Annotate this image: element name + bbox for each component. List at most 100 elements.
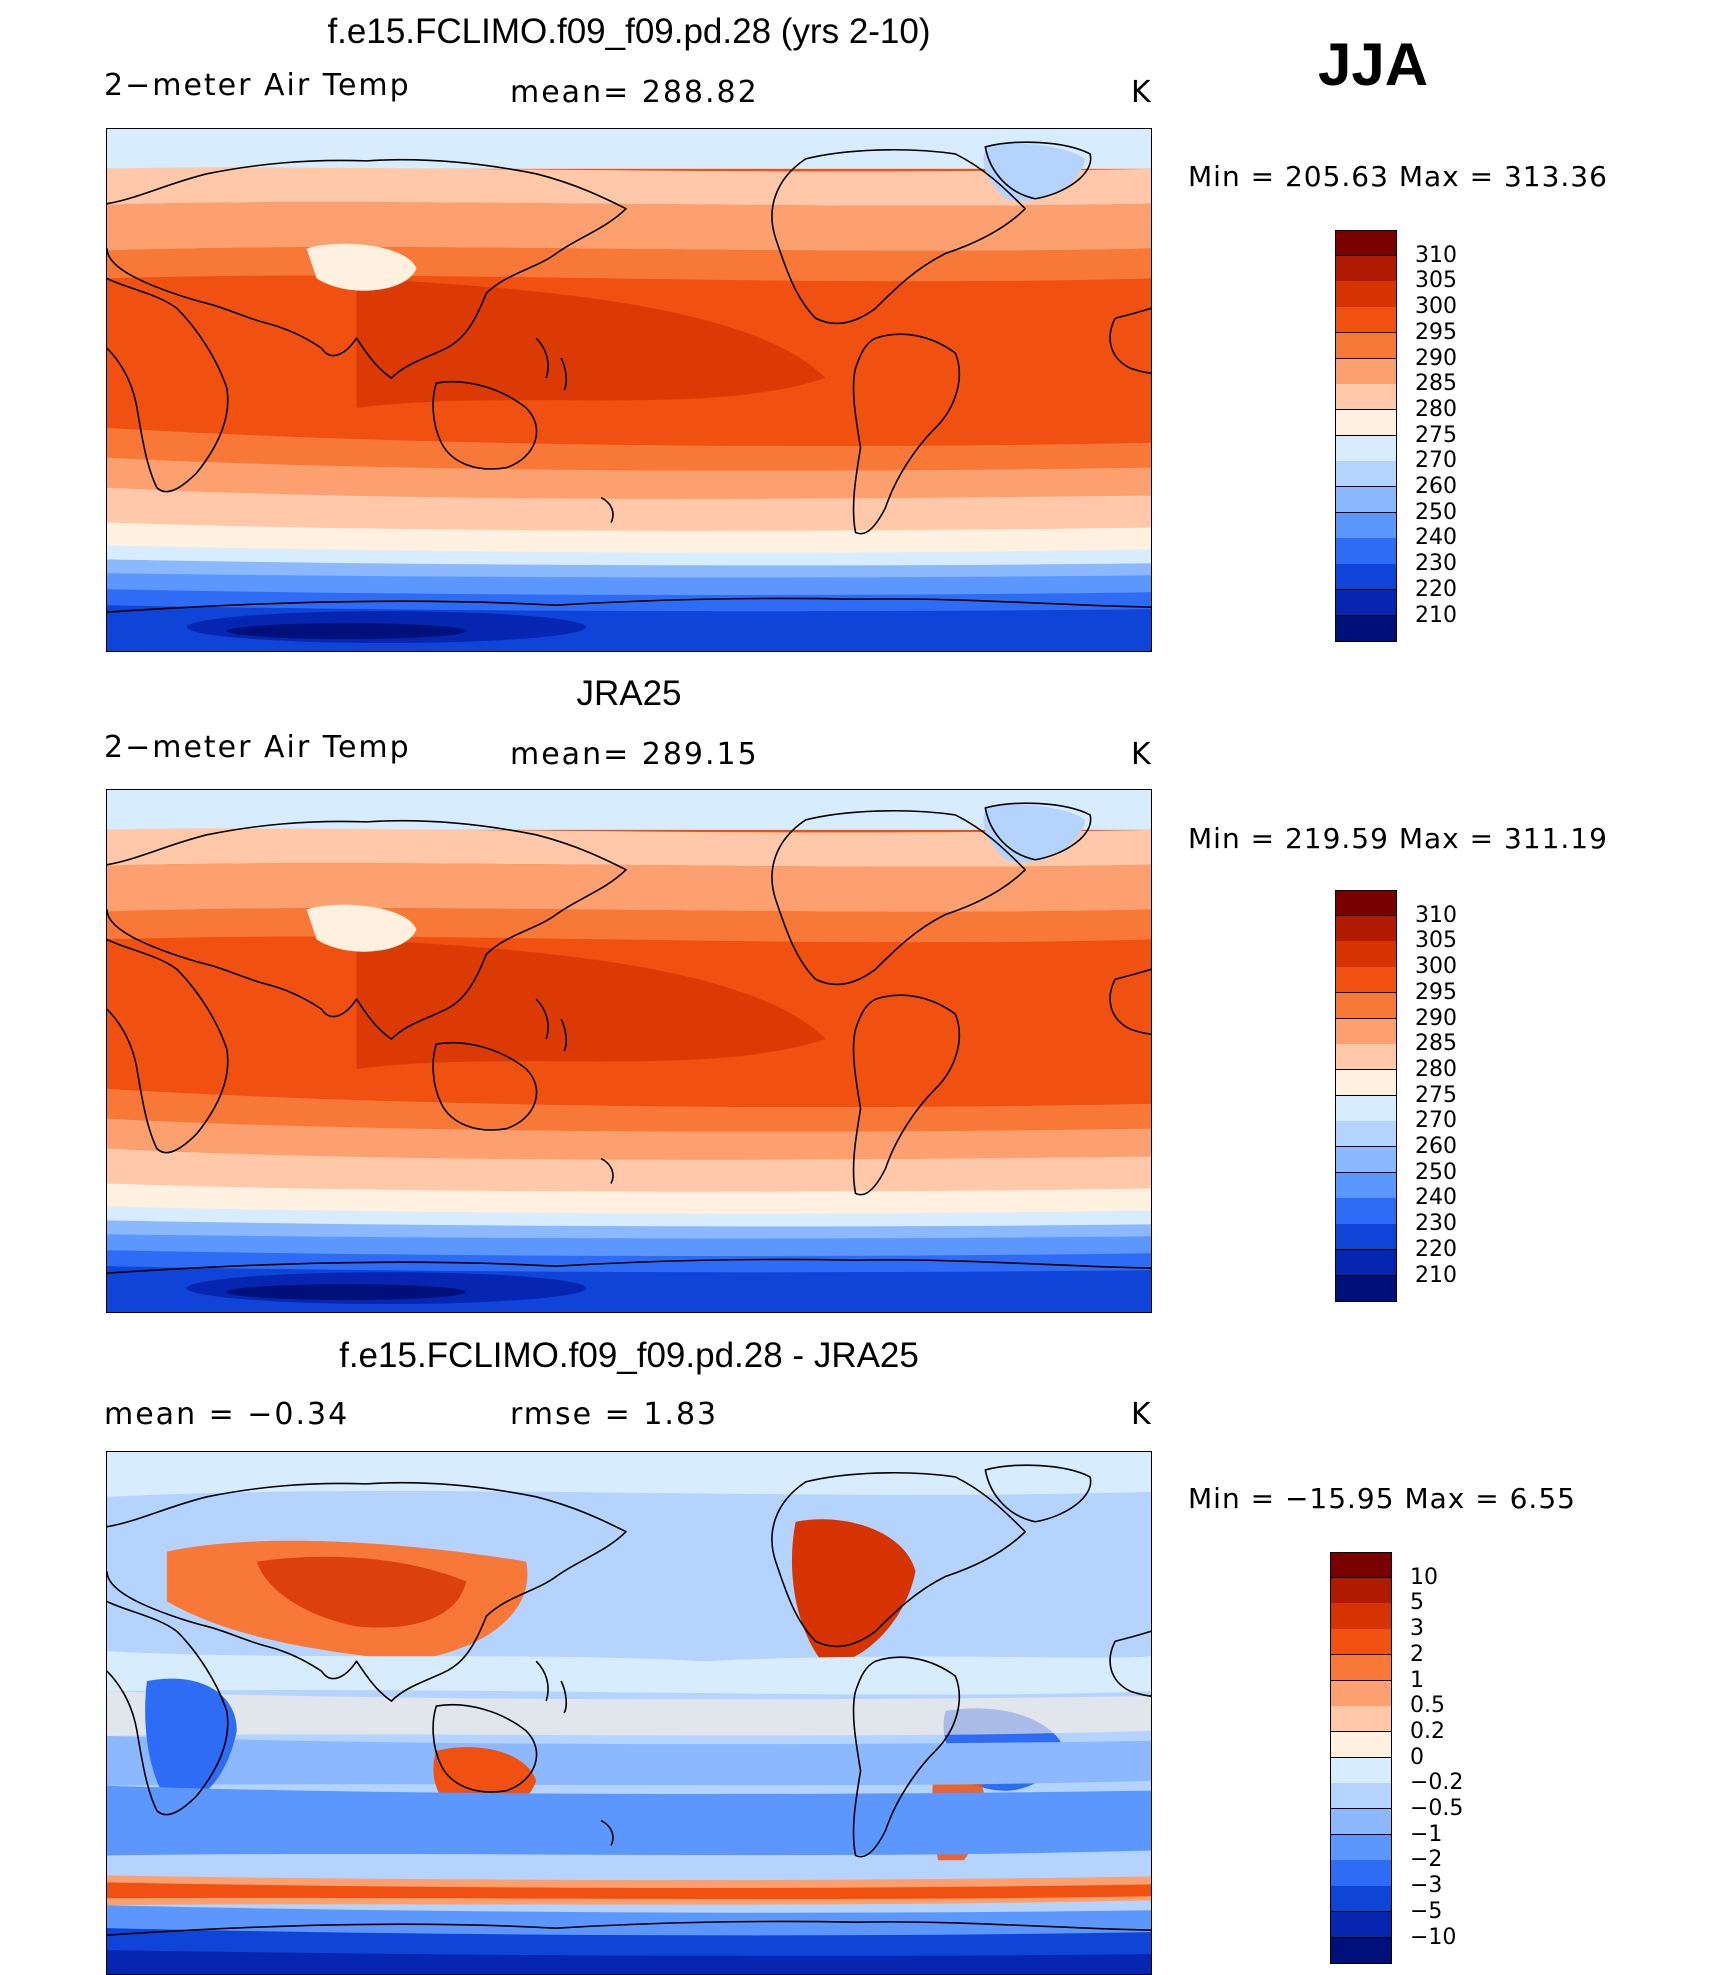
colorbar-tick-label: 285 [1415, 1031, 1457, 1057]
colorbar-tick-label: 305 [1415, 268, 1457, 294]
colorbar-swatch [1330, 1603, 1392, 1630]
colorbar-swatch [1335, 1275, 1397, 1302]
colorbar-swatch [1330, 1552, 1392, 1579]
colorbar-tick-label: 250 [1415, 1159, 1457, 1185]
colorbar-swatch [1330, 1809, 1392, 1836]
colorbar-tick-label: 240 [1415, 1185, 1457, 1211]
colorbar-swatch [1335, 230, 1397, 257]
colorbar-swatch [1335, 409, 1397, 437]
colorbar-tick-label: 240 [1415, 525, 1457, 551]
mean-label-obs: mean= 289.15 [510, 737, 759, 772]
colorbar-tick-label: −5 [1410, 1898, 1443, 1924]
colorbar-tick-label: −1 [1410, 1821, 1443, 1847]
colorbar-tick-label: −10 [1410, 1924, 1457, 1950]
units-label-model: K [1131, 75, 1153, 110]
colorbar-swatch [1330, 1911, 1392, 1938]
colorbar-tick-label: 0.2 [1410, 1718, 1445, 1744]
colorbar-swatch [1335, 1172, 1397, 1199]
colorbar-swatch [1335, 358, 1397, 385]
colorbar-swatch [1335, 1198, 1397, 1225]
colorbar-swatch [1330, 1706, 1392, 1733]
colorbar-tick-label: 220 [1415, 1236, 1457, 1262]
colorbar-swatch [1330, 1654, 1392, 1681]
colorbar-tick-label: 220 [1415, 576, 1457, 602]
colorbar-swatch [1335, 1018, 1397, 1045]
colorbar-swatch [1335, 384, 1397, 411]
colorbar-swatch [1330, 1783, 1392, 1810]
colorbar-swatch [1335, 1044, 1397, 1071]
colorbar-swatch [1330, 1757, 1392, 1784]
colorbar-swatch [1335, 435, 1397, 462]
colorbar-tick-label: 10 [1410, 1564, 1438, 1590]
colorbar-tick-label: 280 [1415, 396, 1457, 422]
map-panel-model [106, 128, 1152, 652]
colorbar-tick-label: 295 [1415, 979, 1457, 1005]
colorbar-tick-label: 5 [1410, 1590, 1424, 1616]
colorbar-tick-label: 230 [1415, 1211, 1457, 1237]
colorbar-swatch [1330, 1731, 1392, 1759]
variable-label-obs: 2−meter Air Temp [104, 730, 411, 765]
colorbar-swatch [1330, 1834, 1392, 1861]
season-label: JJA [1318, 31, 1429, 98]
minmax-label-model: Min = 205.63 Max = 313.36 [1188, 160, 1608, 193]
colorbar-tick-label: 310 [1415, 902, 1457, 928]
mean-label-model: mean= 288.82 [510, 75, 759, 110]
colorbar-swatch [1330, 1629, 1392, 1656]
colorbar-swatch [1335, 255, 1397, 282]
colorbar-swatch [1330, 1860, 1392, 1887]
colorbar-tick-label: 1 [1410, 1667, 1424, 1693]
map-panel-diff [106, 1451, 1152, 1975]
colorbar-swatch [1335, 967, 1397, 994]
colorbar-swatch [1335, 1121, 1397, 1148]
colorbar-tick-label: 230 [1415, 551, 1457, 577]
colorbar-tick-label: 310 [1415, 242, 1457, 268]
colorbar-tick-label: −0.2 [1410, 1770, 1464, 1796]
colorbar-swatch [1335, 1224, 1397, 1251]
colorbar-swatch [1330, 1577, 1392, 1604]
colorbar-tick-label: 210 [1415, 602, 1457, 628]
colorbar-tick-label: 300 [1415, 294, 1457, 320]
colorbar-tick-label: 275 [1415, 422, 1457, 448]
temperature-map-obs [107, 790, 1151, 1312]
colorbar-tick-label: 260 [1415, 474, 1457, 499]
colorbar-tick-label: 260 [1415, 1134, 1457, 1159]
colorbar-swatch [1330, 1680, 1392, 1707]
minmax-label-diff: Min = −15.95 Max = 6.55 [1188, 1482, 1576, 1515]
colorbar-tick-label: −0.5 [1410, 1796, 1464, 1821]
mean-label-diff: mean = −0.34 [104, 1397, 350, 1432]
colorbar-tick-label: 250 [1415, 499, 1457, 525]
colorbar-tick-label: 280 [1415, 1056, 1457, 1082]
colorbar-tick-label: 2 [1410, 1641, 1424, 1667]
panel-title-obs: JRA25 [576, 674, 682, 713]
colorbar-swatch [1335, 589, 1397, 616]
colorbar-swatch [1335, 487, 1397, 514]
colorbar-swatch [1335, 564, 1397, 591]
colorbar-swatch [1335, 512, 1397, 539]
colorbar-swatch [1335, 538, 1397, 565]
colorbar-tick-label: 285 [1415, 371, 1457, 397]
temperature-map-model [107, 129, 1151, 651]
colorbar-tick-label: 270 [1415, 1108, 1457, 1134]
panel-title-model: f.e15.FCLIMO.f09_f09.pd.28 (yrs 2-10) [327, 12, 931, 51]
units-label-diff: K [1131, 1397, 1153, 1432]
colorbar-swatch [1335, 307, 1397, 334]
colorbar-swatch [1335, 1249, 1397, 1276]
colorbar-tick-label: −2 [1410, 1847, 1443, 1873]
colorbar-tick-label: 290 [1415, 345, 1457, 371]
colorbar-swatch [1335, 1095, 1397, 1122]
colorbar-tick-label: 270 [1415, 448, 1457, 474]
colorbar-tick-label: 210 [1415, 1262, 1457, 1288]
colorbar-tick-label: 305 [1415, 928, 1457, 954]
units-label-obs: K [1131, 737, 1153, 772]
colorbar-swatch [1335, 915, 1397, 942]
colorbar-swatch [1335, 461, 1397, 488]
colorbar-tick-label: −3 [1410, 1873, 1443, 1899]
colorbar-tick-label: 3 [1410, 1616, 1424, 1642]
colorbar-swatch [1330, 1937, 1392, 1964]
panel-title-diff: f.e15.FCLIMO.f09_f09.pd.28 - JRA25 [339, 1336, 919, 1375]
colorbar-tick-label: 275 [1415, 1082, 1457, 1108]
colorbar-swatch [1335, 615, 1397, 642]
colorbar-swatch [1335, 992, 1397, 1019]
colorbar-tick-label: 290 [1415, 1005, 1457, 1031]
colorbar-swatch [1335, 332, 1397, 359]
